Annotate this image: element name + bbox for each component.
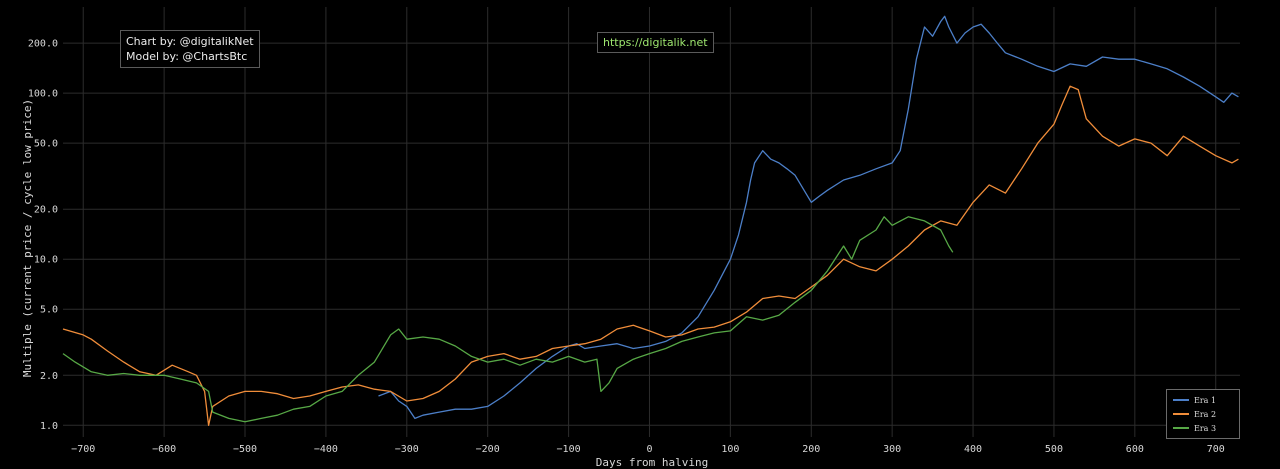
y-tick-label: 50.0 bbox=[34, 139, 58, 150]
series-lines bbox=[62, 15, 1239, 426]
x-tick-label: −200 bbox=[476, 444, 500, 455]
legend-label: Era 3 bbox=[1194, 423, 1217, 433]
legend-item-era-1: Era 1 bbox=[1173, 393, 1233, 407]
x-tick-label: −400 bbox=[314, 444, 338, 455]
x-tick-label: 100 bbox=[721, 444, 739, 455]
x-tick-label: −500 bbox=[233, 444, 257, 455]
grid bbox=[63, 7, 1240, 437]
legend-swatch bbox=[1173, 427, 1189, 429]
legend-item-era-3: Era 3 bbox=[1173, 421, 1233, 435]
model-by-credit: Model by: @ChartsBtc bbox=[126, 50, 248, 63]
tick-labels: −700 −600 −500 −400 −300 −200 −100 0 100 200 300 40… bbox=[28, 39, 1225, 455]
x-tick-label: 300 bbox=[883, 444, 901, 455]
legend-label: Era 1 bbox=[1194, 395, 1217, 405]
x-tick-label: 400 bbox=[964, 444, 982, 455]
y-tick-label: 10.0 bbox=[34, 255, 58, 266]
legend-swatch bbox=[1173, 399, 1189, 401]
y-axis-label: Multiple (current price / cycle low pric… bbox=[21, 99, 34, 377]
legend-item-era-2: Era 2 bbox=[1173, 407, 1233, 421]
x-tick-label: 500 bbox=[1045, 444, 1063, 455]
x-tick-label: 600 bbox=[1126, 444, 1144, 455]
x-tick-label: 0 bbox=[646, 444, 652, 455]
legend-label: Era 2 bbox=[1194, 409, 1217, 419]
x-tick-label: −700 bbox=[71, 444, 95, 455]
y-tick-label: 1.0 bbox=[40, 421, 58, 432]
website-url[interactable]: https://digitalik.net bbox=[597, 32, 714, 53]
x-tick-label: −300 bbox=[395, 444, 419, 455]
x-tick-label: −100 bbox=[557, 444, 581, 455]
series-line-era-3 bbox=[62, 216, 954, 423]
legend: Era 1 Era 2 Era 3 bbox=[1166, 389, 1240, 439]
x-axis-label: Days from halving bbox=[596, 456, 709, 469]
x-tick-label: 700 bbox=[1207, 444, 1225, 455]
y-tick-label: 5.0 bbox=[40, 305, 58, 316]
credits-box: Chart by: @digitalikNet Model by: @Chart… bbox=[120, 30, 260, 68]
x-tick-label: 200 bbox=[802, 444, 820, 455]
x-tick-label: −600 bbox=[152, 444, 176, 455]
chart-by-credit: Chart by: @digitalikNet bbox=[126, 35, 254, 48]
y-tick-label: 20.0 bbox=[34, 205, 58, 216]
series-line-era-2 bbox=[62, 85, 1239, 426]
series-line-era-1 bbox=[378, 15, 1239, 420]
y-tick-label: 200.0 bbox=[28, 39, 58, 50]
legend-swatch bbox=[1173, 413, 1189, 415]
y-tick-label: 100.0 bbox=[28, 89, 58, 100]
y-tick-label: 2.0 bbox=[40, 371, 58, 382]
